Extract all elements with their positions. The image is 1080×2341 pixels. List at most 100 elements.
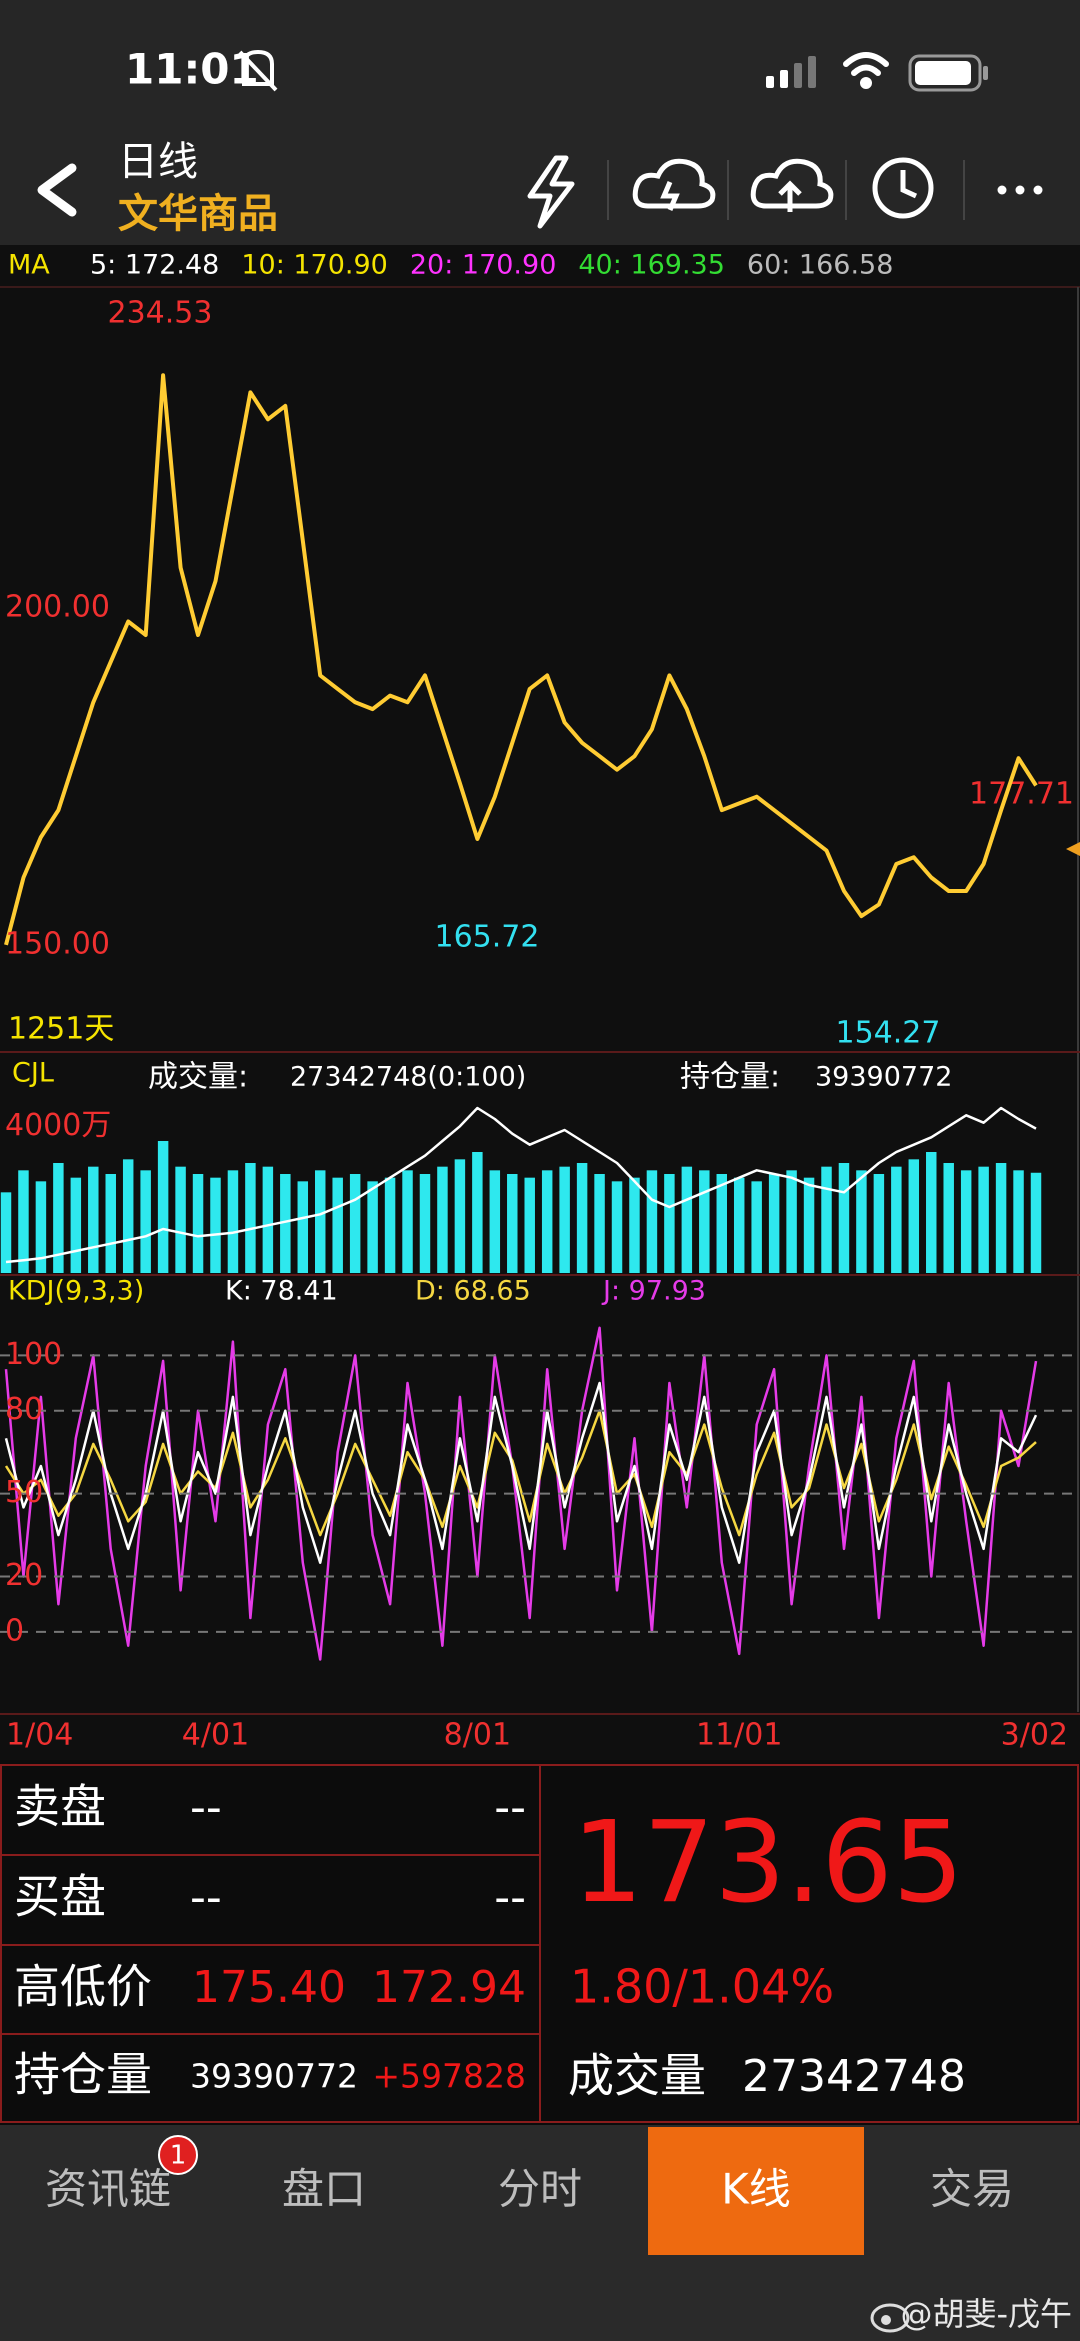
kdj-legend: K: 78.41: [225, 1276, 338, 1307]
volume-bar: [943, 1163, 954, 1273]
volume-bar: [315, 1170, 326, 1273]
high-annotation: 234.53: [108, 296, 213, 331]
volume-bar: [768, 1174, 780, 1273]
volume-bar: [594, 1174, 605, 1273]
volume-bar: [280, 1174, 291, 1273]
y-tick-label: 4000万: [5, 1108, 111, 1143]
low-annotation: 154.27: [836, 1016, 941, 1051]
history-button[interactable]: [872, 157, 934, 219]
ma-legend-item: 40: 169.35: [578, 250, 725, 281]
cloud-download-button[interactable]: [632, 158, 716, 211]
volume-value: 27342748: [742, 2051, 966, 2102]
cloud-upload-button[interactable]: [750, 158, 834, 212]
tab[interactable]: 交易: [930, 2165, 1014, 2214]
header-title: 日线: [118, 139, 198, 185]
volume-bar: [140, 1170, 151, 1273]
volume-bar: [402, 1170, 413, 1273]
badge-count: 1: [170, 2141, 187, 2171]
y-tick-label: 80: [5, 1392, 43, 1427]
quote-value: --: [190, 1782, 222, 1833]
volume-bar: [367, 1181, 378, 1273]
ma-legend-item: 60: 166.58: [747, 250, 894, 281]
back-button[interactable]: [37, 163, 77, 217]
flash-button[interactable]: [527, 155, 575, 229]
quote-value: --: [494, 1872, 526, 1923]
volume-bar: [35, 1181, 47, 1273]
ma-legend-item: 5: 172.48: [90, 250, 219, 281]
kdj-legend: J: 97.93: [601, 1276, 706, 1307]
volume-bar: [245, 1163, 256, 1273]
more-button[interactable]: [997, 185, 1043, 195]
quote-value: --: [190, 1872, 222, 1923]
volume-bar: [681, 1166, 693, 1273]
volume-title: CJL: [12, 1058, 54, 1089]
quote-value: 172.94: [372, 1962, 526, 2013]
ma-title: MA: [8, 250, 50, 281]
mute-icon: [238, 49, 278, 92]
volume-bar: [664, 1174, 675, 1273]
volume-bar: [105, 1174, 116, 1273]
volume-bar: [70, 1177, 82, 1273]
volume-bar: [175, 1166, 186, 1273]
quote-label: 高低价: [14, 1960, 152, 2014]
quote-value: +597828: [372, 2057, 526, 2096]
watermark: @胡斐-戊午: [900, 2295, 1072, 2333]
tab[interactable]: 资讯链: [45, 2165, 171, 2214]
price-change: 1.80/1.04%: [570, 1960, 834, 2014]
y-tick-label: 200.00: [5, 590, 110, 625]
active-tab-bg: [648, 2127, 864, 2255]
quote-label: 卖盘: [14, 1780, 106, 1834]
battery-icon: [908, 54, 988, 92]
status-time: 11:01: [125, 45, 259, 94]
quote-value: --: [494, 1782, 526, 1833]
volume-bar: [733, 1177, 745, 1273]
volume-bar: [53, 1163, 64, 1273]
volume-bar: [18, 1170, 29, 1273]
weibo-icon: [870, 2303, 910, 2333]
ma-legend-item: 10: 170.90: [241, 250, 388, 281]
volume-legend-value: 27342748(0:100): [290, 1062, 526, 1093]
series-line: [4, 1326, 1038, 1661]
volume-bar: [332, 1177, 343, 1273]
volume-bar: [122, 1159, 134, 1273]
volume-bar: [88, 1166, 99, 1273]
hold-legend-value: 39390772: [815, 1062, 952, 1093]
volume-bar: [419, 1174, 431, 1273]
volume-bar: [751, 1181, 762, 1273]
days-label: 1251天: [8, 1012, 114, 1047]
tab[interactable]: 分时: [498, 2165, 582, 2214]
y-tick-label: 0: [5, 1613, 24, 1648]
volume-bar: [384, 1177, 396, 1273]
quote-value: 39390772: [190, 2057, 358, 2096]
volume-bar: [926, 1152, 937, 1273]
quote-label: 买盘: [14, 1870, 106, 1924]
y-tick-label: 150.00: [5, 926, 110, 961]
x-tick-label: 4/01: [182, 1718, 249, 1753]
volume-bar: [908, 1159, 920, 1273]
plots: 150.00 200.00 4000万 0 20 50 80 100 1/04 4/01 8/01 1…: [0, 373, 1076, 1753]
series-line: [4, 1409, 1037, 1537]
volume-bar: [559, 1166, 570, 1273]
volume-bar: [192, 1174, 204, 1273]
volume-bar: [838, 1163, 850, 1273]
volume-legend-name: 成交量:: [148, 1060, 248, 1095]
tab[interactable]: 盘口: [282, 2165, 366, 2214]
ma-legend-item: 20: 170.90: [410, 250, 557, 281]
volume-bar: [297, 1181, 309, 1273]
series-line: [5, 1106, 1037, 1264]
volume-bar: [646, 1170, 658, 1273]
volume-bar: [821, 1166, 832, 1273]
hold-legend-name: 持仓量:: [680, 1060, 780, 1095]
x-tick-label: 8/01: [444, 1718, 511, 1753]
kdj-legend: D: 68.65: [415, 1276, 531, 1307]
series-line: [4, 1381, 1038, 1564]
ma-legend: 5: 172.48 10: 170.90 20: 170.90 40: 169.35 6…: [90, 250, 893, 281]
header-subtitle: 文华商品: [118, 191, 278, 237]
volume-bar: [437, 1166, 448, 1273]
volume-bar: [210, 1177, 221, 1273]
badge: [158, 2135, 198, 2175]
quote-grid: [0, 1764, 1079, 2123]
tab[interactable]: K线: [721, 2165, 791, 2214]
